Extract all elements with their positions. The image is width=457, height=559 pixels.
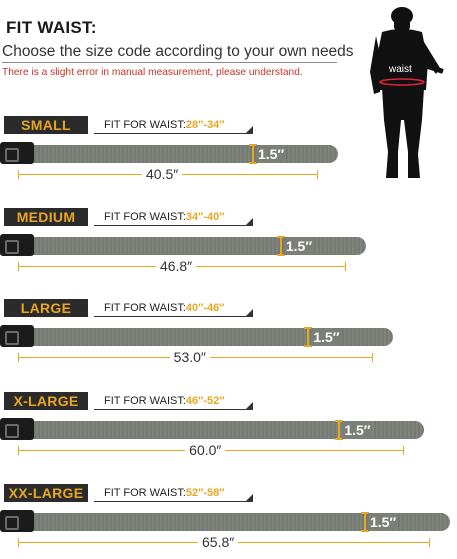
size-row: MEDIUM FIT FOR WAIST:34″-40″ 1.5″ 46.8″ <box>0 208 457 283</box>
subtitle-underline <box>2 62 337 63</box>
size-code-tag: SMALL <box>4 116 88 134</box>
width-marker <box>249 144 257 164</box>
fit-label: FIT FOR WAIST: <box>104 302 186 314</box>
width-marker <box>335 420 344 440</box>
fit-label: FIT FOR WAIST: <box>104 211 186 223</box>
width-marker <box>361 512 369 532</box>
fit-for-waist: FIT FOR WAIST:34″-40″ <box>94 208 253 226</box>
belt-strap <box>30 237 366 255</box>
fit-for-waist: FIT FOR WAIST:40″-46″ <box>94 299 253 317</box>
size-code-tag: X-LARGE <box>4 392 88 410</box>
fit-label: FIT FOR WAIST: <box>104 395 186 407</box>
size-row: XX-LARGE FIT FOR WAIST:52″-58″ 1.5″ 65.8″ <box>0 484 457 559</box>
corner-mark <box>245 126 253 134</box>
corner-mark <box>245 309 253 317</box>
belt-buckle-icon <box>0 418 34 440</box>
belt-buckle-icon <box>0 142 34 164</box>
strap-width-label: 1.5″ <box>256 145 287 163</box>
strap-width-label: 1.5″ <box>283 237 315 255</box>
fit-range: 28″-34″ <box>185 119 225 131</box>
size-code-tag: LARGE <box>4 299 88 317</box>
measurement-note: There is a slight error in manual measur… <box>2 67 303 78</box>
fit-for-waist: FIT FOR WAIST:52″-58″ <box>94 484 253 502</box>
corner-mark <box>245 402 253 410</box>
soldier-silhouette-icon <box>370 7 444 178</box>
strap-width-label: 1.5″ <box>311 328 342 346</box>
page-subtitle: Choose the size code according to your o… <box>2 43 354 60</box>
belt-length-label: 65.8″ <box>198 533 239 551</box>
fit-label: FIT FOR WAIST: <box>104 487 186 499</box>
fit-for-waist: FIT FOR WAIST:46″-52″ <box>94 392 253 410</box>
fit-range: 40″-46″ <box>185 302 225 314</box>
width-marker <box>276 236 285 256</box>
fit-label: FIT FOR WAIST: <box>104 119 186 131</box>
page-title: FIT WAIST: <box>6 18 97 37</box>
belt-strap <box>30 513 450 531</box>
fit-for-waist: FIT FOR WAIST:28″-34″ <box>94 116 253 134</box>
belt-strap <box>30 328 394 346</box>
belt-length-label: 46.8″ <box>155 257 197 275</box>
belt-length-label: 60.0″ <box>185 441 226 459</box>
belt-buckle-icon <box>0 325 34 347</box>
width-marker <box>304 327 313 347</box>
belt-length-label: 53.0″ <box>169 348 210 366</box>
size-code-tag: MEDIUM <box>4 208 88 226</box>
fit-range: 46″-52″ <box>185 395 225 407</box>
strap-width-label: 1.5″ <box>368 513 399 531</box>
belt-buckle-icon <box>0 234 34 256</box>
waist-label: waist <box>389 64 412 75</box>
size-row: X-LARGE FIT FOR WAIST:46″-52″ 1.5″ 60.0″ <box>0 392 457 467</box>
belt-buckle-icon <box>0 510 34 532</box>
size-row: SMALL FIT FOR WAIST:28″-34″ 1.5″ 40.5″ <box>0 116 457 191</box>
corner-mark <box>245 218 253 226</box>
fit-range: 52″-58″ <box>185 487 225 499</box>
size-row: LARGE FIT FOR WAIST:40″-46″ 1.5″ 53.0″ <box>0 299 457 374</box>
fit-range: 34″-40″ <box>185 211 225 223</box>
size-code-tag: XX-LARGE <box>4 484 88 502</box>
corner-mark <box>245 494 253 502</box>
belt-length-label: 40.5″ <box>142 165 183 183</box>
strap-width-label: 1.5″ <box>342 421 373 439</box>
belt-strap <box>30 421 425 439</box>
belt-strap <box>30 145 338 163</box>
